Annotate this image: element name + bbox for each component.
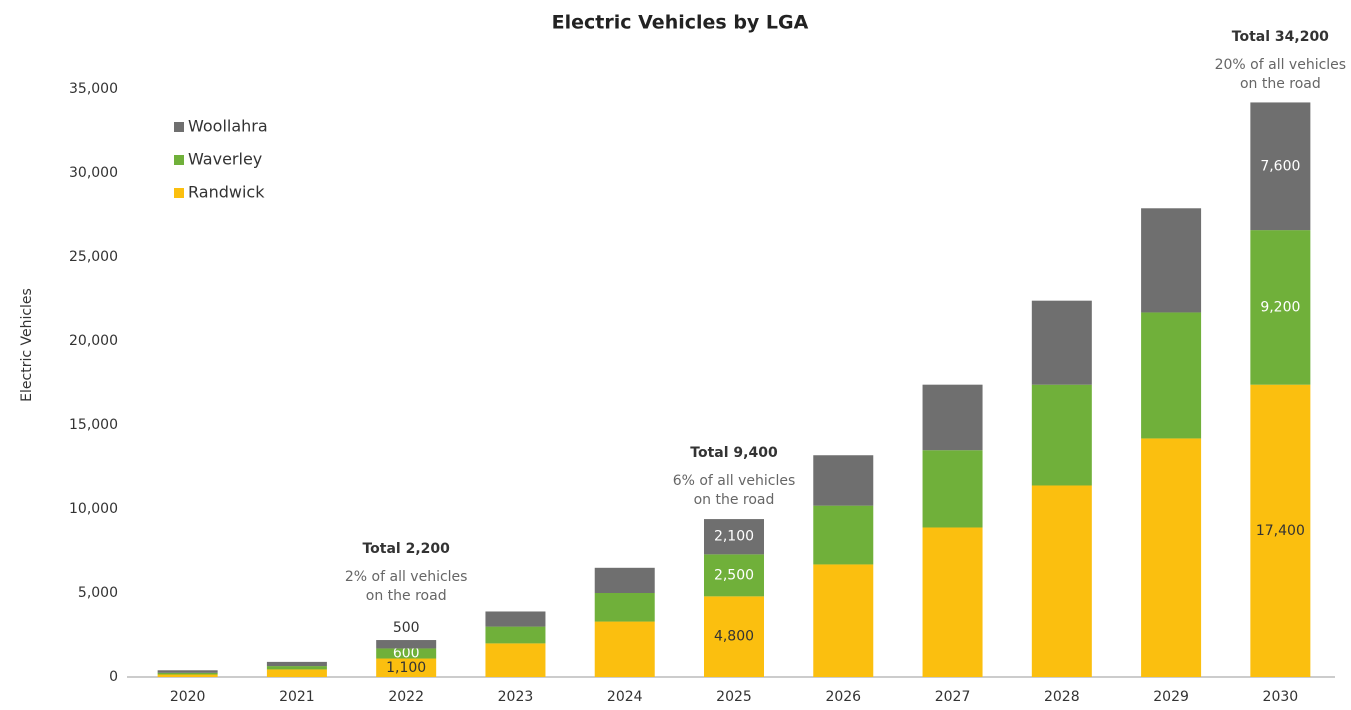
legend-swatch — [174, 155, 184, 165]
annotation-text: 6% of all vehicles — [673, 473, 796, 489]
bar-segment — [485, 611, 546, 627]
value-label: 9,200 — [1260, 299, 1300, 315]
bar-segment — [922, 450, 983, 528]
value-label: 2,100 — [714, 529, 754, 545]
bar-segment — [485, 626, 546, 644]
bar-segment — [704, 554, 764, 597]
x-tick-label: 2030 — [1263, 689, 1299, 705]
bar-segment — [1141, 438, 1202, 677]
bar-segment — [594, 593, 655, 622]
y-axis-label: Electric Vehicles — [19, 288, 35, 402]
value-label: 600 — [393, 645, 420, 661]
value-label: 7,600 — [1260, 158, 1300, 174]
bar-segment — [1250, 384, 1311, 677]
value-label: 1,100 — [386, 660, 426, 676]
value-label: 500 — [393, 620, 420, 636]
y-tick-label: 10,000 — [69, 501, 118, 517]
bar-segment — [1141, 208, 1202, 313]
x-tick-label: 2026 — [825, 689, 861, 705]
bar-segment — [376, 648, 437, 659]
bar-segment — [1141, 312, 1202, 439]
value-label: 2,500 — [714, 567, 754, 583]
y-tick-label: 20,000 — [69, 333, 118, 349]
bar-segment — [1031, 300, 1092, 385]
legend-label: Waverley — [188, 150, 262, 169]
bar-segment — [594, 567, 655, 593]
bar-segment — [1250, 102, 1311, 231]
y-tick-label: 5,000 — [78, 585, 118, 601]
bar-segment — [266, 666, 327, 670]
y-tick-label: 35,000 — [69, 81, 118, 97]
x-tick-label: 2022 — [388, 689, 424, 705]
y-tick-label: 0 — [109, 669, 118, 685]
bar-segment — [157, 672, 218, 675]
annotation-text: 2% of all vehicles — [345, 569, 468, 585]
y-tick-label: 15,000 — [69, 417, 118, 433]
y-tick-label: 30,000 — [69, 165, 118, 181]
x-tick-label: 2024 — [607, 689, 643, 705]
bar-segment — [376, 658, 437, 677]
bar-segment — [594, 621, 655, 677]
x-tick-label: 2025 — [716, 689, 752, 705]
bar-segment — [922, 527, 983, 677]
x-tick-label: 2020 — [170, 689, 206, 705]
value-label: 4,800 — [714, 629, 754, 645]
legend-swatch — [174, 188, 184, 198]
bar-segment — [922, 384, 983, 451]
bar-segment — [485, 643, 546, 677]
bar-segment — [376, 640, 437, 649]
bar-segment — [157, 670, 218, 673]
bar-segment — [704, 519, 764, 555]
annotation-title: Total 34,200 — [1232, 29, 1329, 45]
legend-label: Randwick — [188, 183, 265, 202]
bar-segment — [157, 674, 218, 677]
bar-segment — [813, 564, 874, 677]
annotation-title: Total 2,200 — [362, 541, 450, 557]
y-tick-label: 25,000 — [69, 249, 118, 265]
bar-segment — [266, 661, 327, 667]
x-tick-label: 2021 — [279, 689, 315, 705]
annotation-text: on the road — [1240, 76, 1321, 92]
value-label: 17,400 — [1256, 523, 1305, 539]
bar-segment — [1250, 230, 1311, 385]
annotation-text: on the road — [366, 588, 447, 604]
bar-segment — [1031, 485, 1092, 677]
bar-segment — [1031, 384, 1092, 486]
bar-segment — [813, 455, 874, 506]
legend-label: Woollahra — [188, 117, 268, 136]
annotation-title: Total 9,400 — [690, 445, 778, 461]
chart-title: Electric Vehicles by LGA — [552, 12, 809, 34]
x-tick-label: 2027 — [935, 689, 971, 705]
legend-swatch — [174, 122, 184, 132]
x-tick-label: 2023 — [498, 689, 534, 705]
annotation-text: 20% of all vehicles — [1215, 57, 1346, 73]
bar-segment — [813, 505, 874, 565]
x-tick-label: 2029 — [1153, 689, 1189, 705]
x-tick-label: 2028 — [1044, 689, 1080, 705]
annotation-text: on the road — [694, 492, 775, 508]
bar-segment — [266, 669, 327, 677]
bar-segment — [704, 596, 764, 677]
